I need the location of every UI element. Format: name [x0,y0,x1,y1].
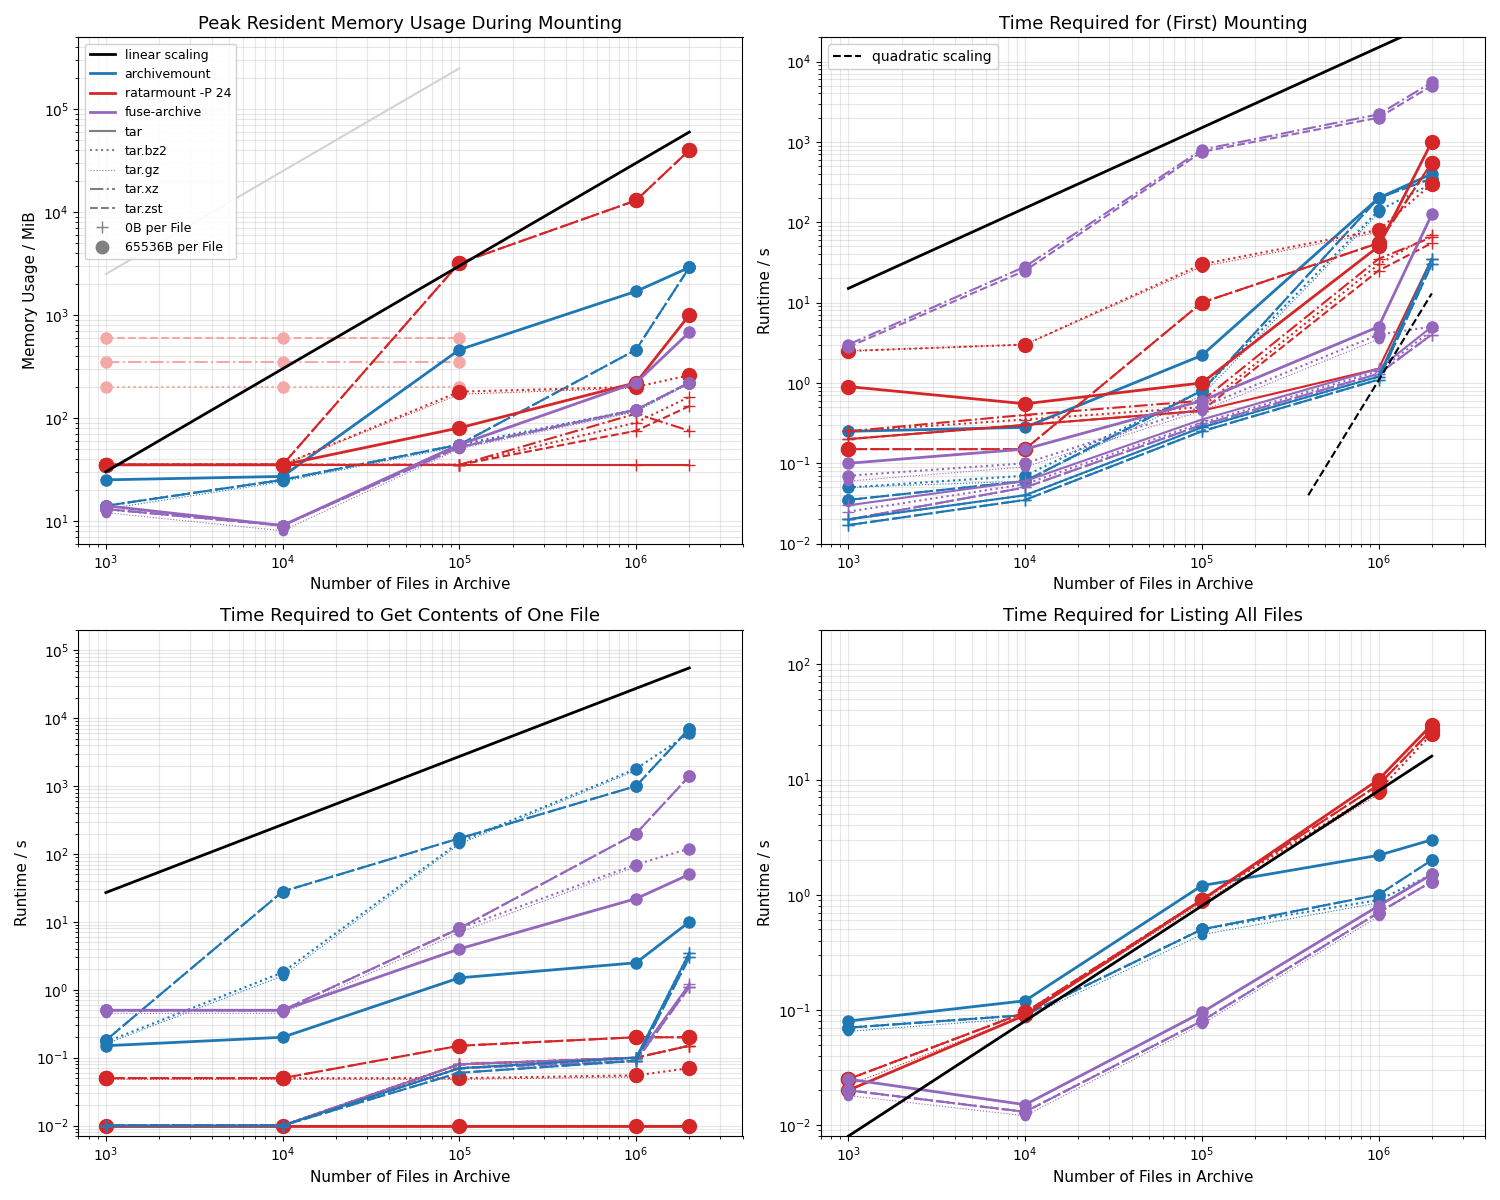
Y-axis label: Runtime / s: Runtime / s [15,840,30,926]
Title: Time Required to Get Contents of One File: Time Required to Get Contents of One Fil… [220,607,600,625]
Y-axis label: Memory Usage / MiB: Memory Usage / MiB [22,211,38,370]
X-axis label: Number of Files in Archive: Number of Files in Archive [310,1170,510,1184]
Title: Peak Resident Memory Usage During Mounting: Peak Resident Memory Usage During Mounti… [198,14,622,32]
Legend: quadratic scaling: quadratic scaling [828,44,998,70]
Title: Time Required for Listing All Files: Time Required for Listing All Files [1004,607,1304,625]
Y-axis label: Runtime / s: Runtime / s [758,247,772,334]
Title: Time Required for (First) Mounting: Time Required for (First) Mounting [999,14,1308,32]
X-axis label: Number of Files in Archive: Number of Files in Archive [1053,577,1252,593]
Legend: linear scaling, archivemount, ratarmount -P 24, fuse-archive, tar, tar.bz2, tar.: linear scaling, archivemount, ratarmount… [84,43,236,259]
Y-axis label: Runtime / s: Runtime / s [758,840,772,926]
X-axis label: Number of Files in Archive: Number of Files in Archive [1053,1170,1252,1184]
X-axis label: Number of Files in Archive: Number of Files in Archive [310,577,510,593]
